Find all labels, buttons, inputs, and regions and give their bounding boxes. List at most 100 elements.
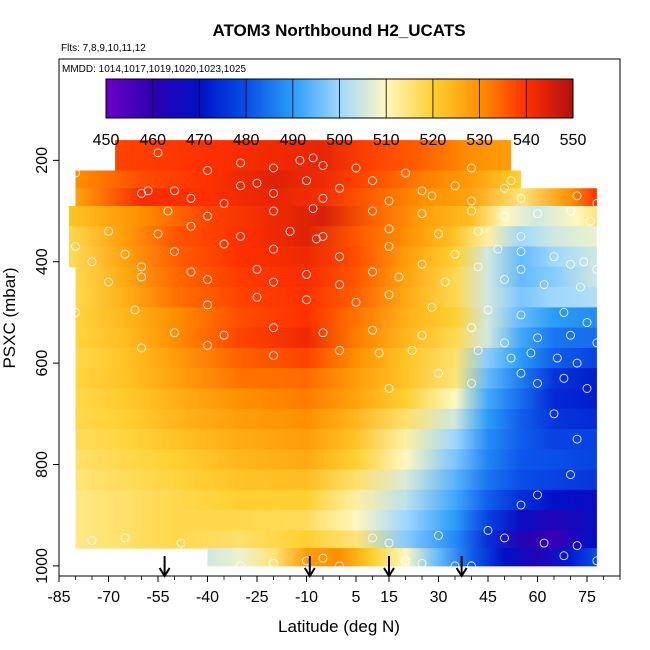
chart-title: ATOM3 Northbound H2_UCATS xyxy=(212,21,465,40)
sample-marker xyxy=(500,338,509,348)
sample-marker xyxy=(285,226,295,236)
sample-marker xyxy=(203,275,212,284)
x-tick-label: 5 xyxy=(352,589,361,606)
sample-marker xyxy=(302,295,311,305)
sample-marker xyxy=(539,538,549,548)
sample-marker xyxy=(203,211,212,221)
heatmap-band xyxy=(68,246,597,268)
sample-marker xyxy=(450,181,460,191)
sample-marker xyxy=(104,160,113,170)
sample-marker xyxy=(335,252,344,262)
x-axis-label: Latitude (deg N) xyxy=(278,617,400,636)
heatmap-band xyxy=(75,429,597,450)
colorbar-ticks: 450 460 470 480 490 500 510 520 530 540 550 xyxy=(93,79,586,149)
x-tick-label: -10 xyxy=(295,589,318,606)
sample-marker xyxy=(203,300,212,310)
sample-marker xyxy=(368,533,377,543)
sample-marker xyxy=(302,176,311,186)
sample-marker xyxy=(137,188,146,198)
heatmap-band xyxy=(115,140,512,172)
sample-marker xyxy=(368,206,377,216)
sample-marker xyxy=(575,282,585,292)
sample-marker xyxy=(559,551,569,561)
sample-marker xyxy=(335,280,344,290)
sample-marker xyxy=(186,221,196,231)
sample-marker xyxy=(572,541,582,551)
heatmap-band xyxy=(75,170,521,189)
y-axis: 200 400 600 800 1000 xyxy=(34,147,59,584)
sample-marker xyxy=(516,310,526,320)
colorbar-tick-label: 450 xyxy=(93,132,120,149)
sample-marker xyxy=(137,272,146,282)
sample-marker xyxy=(533,333,542,343)
sample-marker xyxy=(434,229,443,239)
sample-marker xyxy=(401,556,410,566)
sample-marker xyxy=(417,186,427,196)
heatmap-band xyxy=(75,469,597,491)
sample-marker xyxy=(450,249,460,259)
sample-marker xyxy=(153,148,163,158)
sample-marker xyxy=(104,277,113,287)
sample-marker xyxy=(130,305,140,315)
sample-marker xyxy=(269,351,278,360)
sample-marker xyxy=(427,191,437,201)
sample-marker xyxy=(533,209,542,219)
sample-marker xyxy=(500,211,509,221)
sample-marker xyxy=(318,328,328,338)
sample-marker xyxy=(582,384,592,393)
latitude-arrow xyxy=(158,556,171,578)
x-tick-label: 60 xyxy=(529,589,547,606)
sample-marker xyxy=(592,556,602,566)
sample-marker xyxy=(351,297,361,307)
sample-marker xyxy=(467,561,476,571)
sample-marker xyxy=(203,166,212,175)
sample-marker xyxy=(311,234,321,244)
sample-marker xyxy=(71,168,80,178)
heatmap-band xyxy=(75,388,597,410)
sample-marker xyxy=(236,181,245,191)
sample-marker xyxy=(592,338,602,348)
heatmap-band xyxy=(75,510,597,531)
sample-marker xyxy=(467,163,476,173)
sample-marker xyxy=(473,226,483,236)
y-tick-label: 400 xyxy=(34,248,51,275)
x-axis: -85 -70 -55 -40 -25 -10 5 15 30 45 60 75 xyxy=(47,576,621,606)
sample-marker xyxy=(203,340,212,350)
sample-marker xyxy=(252,264,262,274)
sample-marker xyxy=(318,231,328,241)
heatmap-band xyxy=(75,287,597,308)
sample-marker xyxy=(384,196,394,206)
colorbar-tick-label: 460 xyxy=(139,132,166,149)
heatmap-band xyxy=(75,489,597,511)
y-tick-label: 800 xyxy=(34,451,51,478)
sample-marker xyxy=(559,373,569,383)
sample-marker xyxy=(467,378,476,388)
sample-marker xyxy=(506,176,516,186)
sample-marker xyxy=(186,267,196,277)
sample-marker xyxy=(467,323,476,333)
sample-marker xyxy=(450,561,460,571)
colorbar-tick-label: 470 xyxy=(186,132,213,149)
sample-marker xyxy=(417,209,427,219)
x-tick-label: -25 xyxy=(245,589,268,606)
x-tick-label: 45 xyxy=(479,589,497,606)
sample-marker xyxy=(71,242,80,251)
sample-marker xyxy=(592,264,602,274)
sample-marker xyxy=(384,224,394,234)
sample-marker xyxy=(506,353,516,363)
heatmap-band xyxy=(68,205,597,227)
sample-marker xyxy=(516,368,526,378)
sample-marker xyxy=(87,536,97,545)
sample-marker xyxy=(500,275,509,284)
sample-marker xyxy=(252,178,262,188)
sample-marker xyxy=(566,259,575,269)
sample-marker xyxy=(407,345,417,355)
heatmap-band xyxy=(207,548,597,567)
colorbar-tick-label: 490 xyxy=(279,132,306,149)
sample-marker xyxy=(120,249,130,259)
sample-marker xyxy=(219,330,229,340)
sample-marker xyxy=(566,470,575,480)
sample-marker xyxy=(120,533,130,543)
sample-marker xyxy=(552,353,562,363)
